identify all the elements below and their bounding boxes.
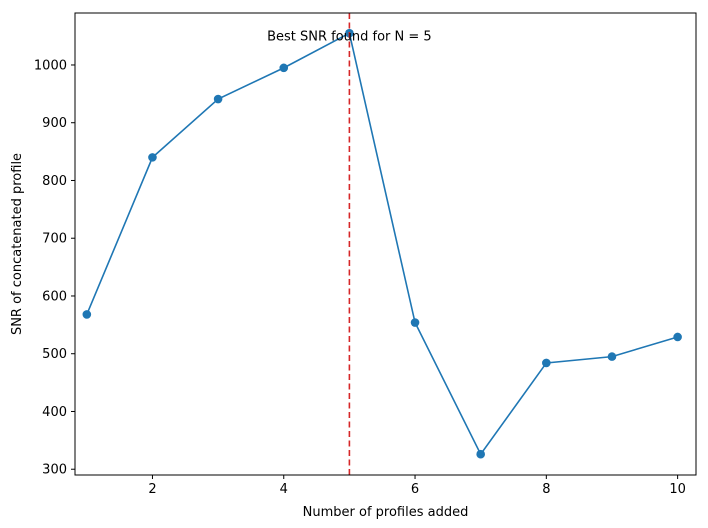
y-tick-label: 800 bbox=[42, 174, 67, 189]
x-tick-label: 4 bbox=[280, 482, 288, 497]
data-point bbox=[542, 358, 551, 368]
data-point bbox=[476, 449, 485, 459]
x-tick-label: 10 bbox=[669, 482, 686, 497]
data-point bbox=[410, 318, 420, 327]
y-tick-label: 1000 bbox=[34, 58, 67, 73]
plot-marks: Best SNR found for N = 5 bbox=[82, 13, 682, 475]
x-tick-label: 2 bbox=[148, 482, 156, 497]
y-tick-label: 600 bbox=[42, 289, 67, 304]
data-point bbox=[82, 310, 92, 319]
y-axis-label: SNR of concatenated profile bbox=[10, 153, 25, 335]
y-tick-label: 900 bbox=[42, 116, 67, 131]
data-point bbox=[279, 63, 289, 73]
y-tick-label: 300 bbox=[42, 463, 67, 478]
x-tick-label: 8 bbox=[542, 482, 550, 497]
best-snr-annotation: Best SNR found for N = 5 bbox=[267, 30, 432, 45]
axes-frame bbox=[74, 12, 697, 476]
data-point bbox=[607, 352, 617, 361]
x-tick-label: 6 bbox=[411, 482, 419, 497]
x-axis-ticks: 2 4 6 8 10 bbox=[148, 475, 686, 497]
series-line bbox=[86, 32, 678, 456]
y-tick-label: 400 bbox=[42, 405, 67, 420]
y-tick-label: 700 bbox=[42, 232, 67, 247]
y-axis-ticks: 300 400 500 600 700 800 900 1000 bbox=[34, 58, 75, 478]
data-point bbox=[673, 332, 682, 342]
y-tick-label: 500 bbox=[42, 347, 67, 362]
data-point bbox=[148, 153, 157, 162]
data-point bbox=[213, 94, 223, 104]
x-axis-label: Number of profiles added bbox=[303, 505, 469, 520]
